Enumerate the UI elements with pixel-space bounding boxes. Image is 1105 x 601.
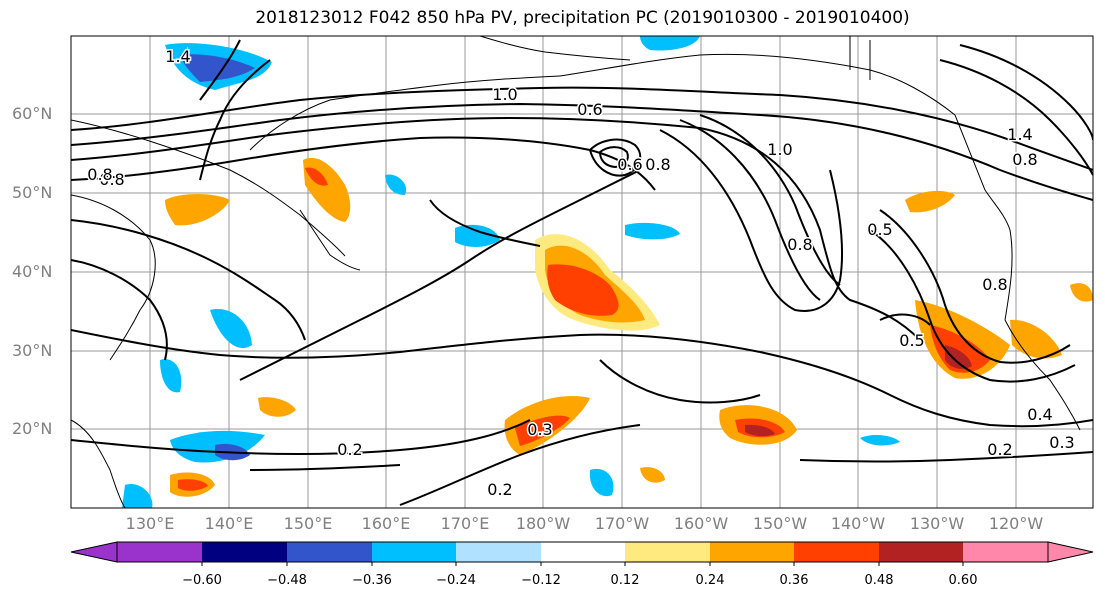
contour-label: 0.8 [787, 235, 812, 254]
positive-precip-core [305, 167, 328, 186]
contour-labels: 1.40.81.00.60.81.00.80.50.80.50.40.30.20… [86, 46, 1076, 501]
colorbar-extend-max [1047, 541, 1094, 563]
positive-precip-core [178, 479, 208, 491]
colorbar-bin [710, 542, 794, 562]
colorbar-tick-label: 0.24 [695, 573, 725, 588]
colorbar-bin [117, 542, 202, 562]
colorbar-frame [116, 541, 1049, 563]
lon-label-140w: 140°W [830, 514, 886, 533]
contour-label: 0.6 [577, 100, 602, 119]
lat-label-60n: 60°N [12, 104, 53, 123]
negative-precip-region [625, 222, 680, 240]
positive-precip-core [945, 345, 972, 369]
colorbar [70, 541, 1094, 566]
contour-label: 0.8 [1012, 150, 1037, 169]
colorbar-bin [287, 542, 372, 562]
negative-precip-region [385, 174, 407, 195]
lon-label-170w: 170°W [594, 514, 650, 533]
negative-precip-region [160, 359, 182, 393]
negative-precip-region [455, 224, 500, 247]
colorbar-tick-label: −0.48 [267, 573, 307, 588]
colorbar-tick-label: 0.60 [948, 573, 978, 588]
positive-precip-region [905, 190, 955, 213]
contour-label: 0.3 [1049, 433, 1074, 452]
contour-label: 0.5 [867, 220, 892, 239]
map-title: 2018123012 F042 850 hPa PV, precipitatio… [255, 8, 910, 28]
positive-precip-region [640, 467, 665, 483]
lat-label-50n: 50°N [12, 183, 53, 202]
contour-label: 0.8 [87, 165, 112, 184]
precip-anomaly-fills [122, 36, 1093, 508]
negative-precip-region [122, 484, 153, 508]
lat-label-40n: 40°N [12, 262, 53, 281]
lon-label-180w: 180°W [515, 514, 571, 533]
colorbar-bin [879, 542, 963, 562]
colorbar-bin [202, 542, 287, 562]
colorbar-tick-label: −0.36 [352, 573, 392, 588]
lon-label-130e: 130°E [125, 514, 175, 533]
map-frame [70, 35, 1094, 509]
positive-precip-region [1070, 283, 1093, 302]
lat-label-20n: 20°N [12, 419, 53, 438]
positive-precip-region [258, 397, 296, 417]
contour-label: 1.4 [1007, 125, 1032, 144]
lon-label-150w: 150°W [752, 514, 808, 533]
colorbar-bin [794, 542, 879, 562]
contour-label: 0.2 [487, 480, 512, 499]
colorbar-tick-label: −0.60 [182, 573, 222, 588]
lon-label-140e: 140°E [204, 514, 254, 533]
contour-label: 0.2 [337, 440, 362, 459]
pv-contours [71, 39, 1093, 506]
contour-label: 0.8 [645, 155, 670, 174]
negative-precip-region [210, 309, 252, 349]
positive-precip-core [930, 325, 990, 373]
lat-label-30n: 30°N [12, 341, 53, 360]
positive-precip-core [745, 424, 775, 437]
colorbar-bin [456, 542, 541, 562]
colorbar-bin [541, 542, 625, 562]
colorbar-bin [963, 542, 1048, 562]
positive-precip-region [165, 194, 230, 226]
lon-label-160w: 160°W [673, 514, 729, 533]
contour-label: 1.0 [767, 140, 792, 159]
lon-label-150e: 150°E [283, 514, 333, 533]
colorbar-tick-label: −0.12 [521, 573, 561, 588]
lon-label-160e: 160°E [361, 514, 411, 533]
positive-precip-core [515, 415, 570, 446]
contour-label: 0.4 [1027, 405, 1052, 424]
contour-label: 0.8 [982, 275, 1007, 294]
colorbar-bin [625, 542, 710, 562]
contour-label: 0.5 [899, 331, 924, 350]
negative-precip-core [180, 54, 255, 82]
colorbar-tick-label: 0.36 [779, 573, 809, 588]
colorbar-tick-label: −0.24 [436, 573, 476, 588]
colorbar-extend-min [70, 541, 118, 563]
lon-label-170e: 170°E [440, 514, 490, 533]
colorbar-tick-label: 0.12 [610, 573, 640, 588]
negative-precip-region [589, 468, 614, 497]
colorbar-tick-label: 0.48 [864, 573, 894, 588]
negative-precip-region [640, 36, 700, 51]
contour-label: 0.2 [987, 440, 1012, 459]
contour-label: 0.8 [99, 170, 124, 189]
lon-label-130w: 130°W [909, 514, 965, 533]
contour-label: 1.4 [165, 47, 190, 66]
colorbar-bin [372, 542, 456, 562]
contour-label: 0.6 [617, 155, 642, 174]
lon-label-120w: 120°W [988, 514, 1044, 533]
contour-label: 0.3 [527, 420, 552, 439]
positive-precip-core [547, 264, 619, 316]
contour-label: 1.0 [492, 85, 517, 104]
negative-precip-region [860, 435, 900, 446]
